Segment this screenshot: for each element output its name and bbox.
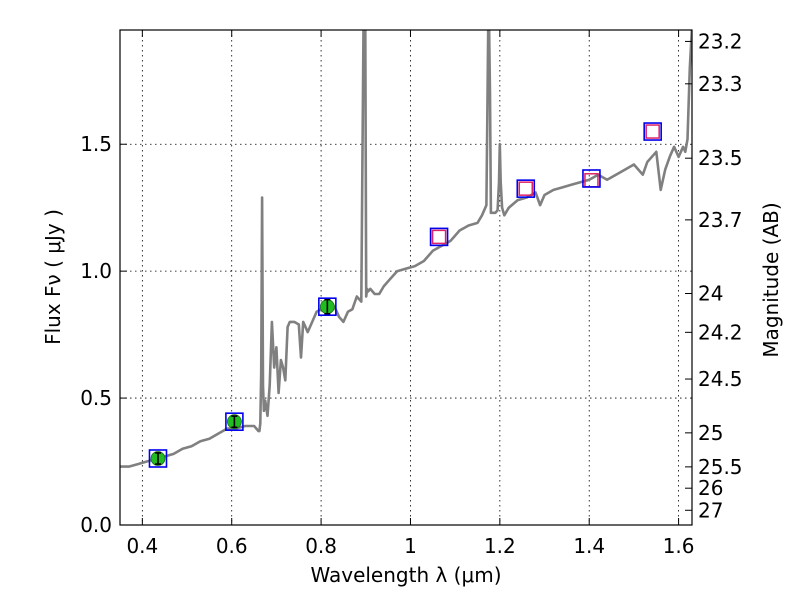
model-square	[582, 169, 601, 188]
mag-tick-label: 27	[698, 498, 723, 522]
x-tick-label: 1.4	[573, 534, 605, 558]
predicted-square	[431, 229, 447, 245]
y-tick-label: 1.0	[80, 259, 112, 283]
mag-tick-label: 23.2	[698, 29, 743, 53]
predicted-square	[645, 124, 660, 139]
axis-ticks	[120, 30, 692, 526]
model-square	[318, 297, 337, 316]
model-square	[429, 227, 449, 247]
y-tick-label: 1.5	[80, 132, 112, 156]
mag-tick-label: 23.7	[698, 208, 743, 232]
mag-tick-label: 23.5	[698, 146, 743, 170]
marker-layer	[148, 122, 662, 468]
model-square	[643, 122, 662, 141]
model-square	[148, 449, 168, 468]
tick-labels: 0.4 0.6 0.8 1 1.2 1.4 1.6 0.0 0.5 1.0 1.5 23.2 23.3 2…	[80, 29, 742, 558]
mag-tick-label: 23.3	[698, 72, 743, 96]
x-tick-label: 0.6	[216, 534, 248, 558]
mag-tick-label: 24.2	[698, 320, 743, 344]
x-axis-label: Wavelength λ (μm)	[310, 563, 501, 587]
mag-tick-label: 26	[698, 476, 723, 500]
mag-tick-label: 24	[698, 281, 723, 305]
y2-axis-label: Magnitude (AB)	[759, 202, 783, 357]
predicted-square	[518, 181, 534, 196]
model-square	[225, 412, 244, 431]
x-tick-label: 1	[404, 534, 417, 558]
x-tick-label: 0.8	[305, 534, 337, 558]
y-axis-label: Flux Fν ( μJy )	[41, 209, 65, 345]
x-tick-label: 1.2	[484, 534, 516, 558]
x-tick-label: 0.4	[126, 534, 158, 558]
mag-tick-label: 25	[698, 421, 723, 445]
series-layer	[120, 30, 692, 468]
x-tick-label: 1.6	[663, 534, 695, 558]
plot-frame	[119, 29, 693, 526]
mag-tick-label: 24.5	[698, 367, 743, 391]
spectrum-line	[120, 30, 692, 468]
mag-tick-label: 25.5	[698, 455, 743, 479]
model-square	[516, 179, 536, 198]
y-tick-label: 0.0	[80, 513, 112, 537]
y-tick-label: 0.5	[80, 386, 112, 410]
